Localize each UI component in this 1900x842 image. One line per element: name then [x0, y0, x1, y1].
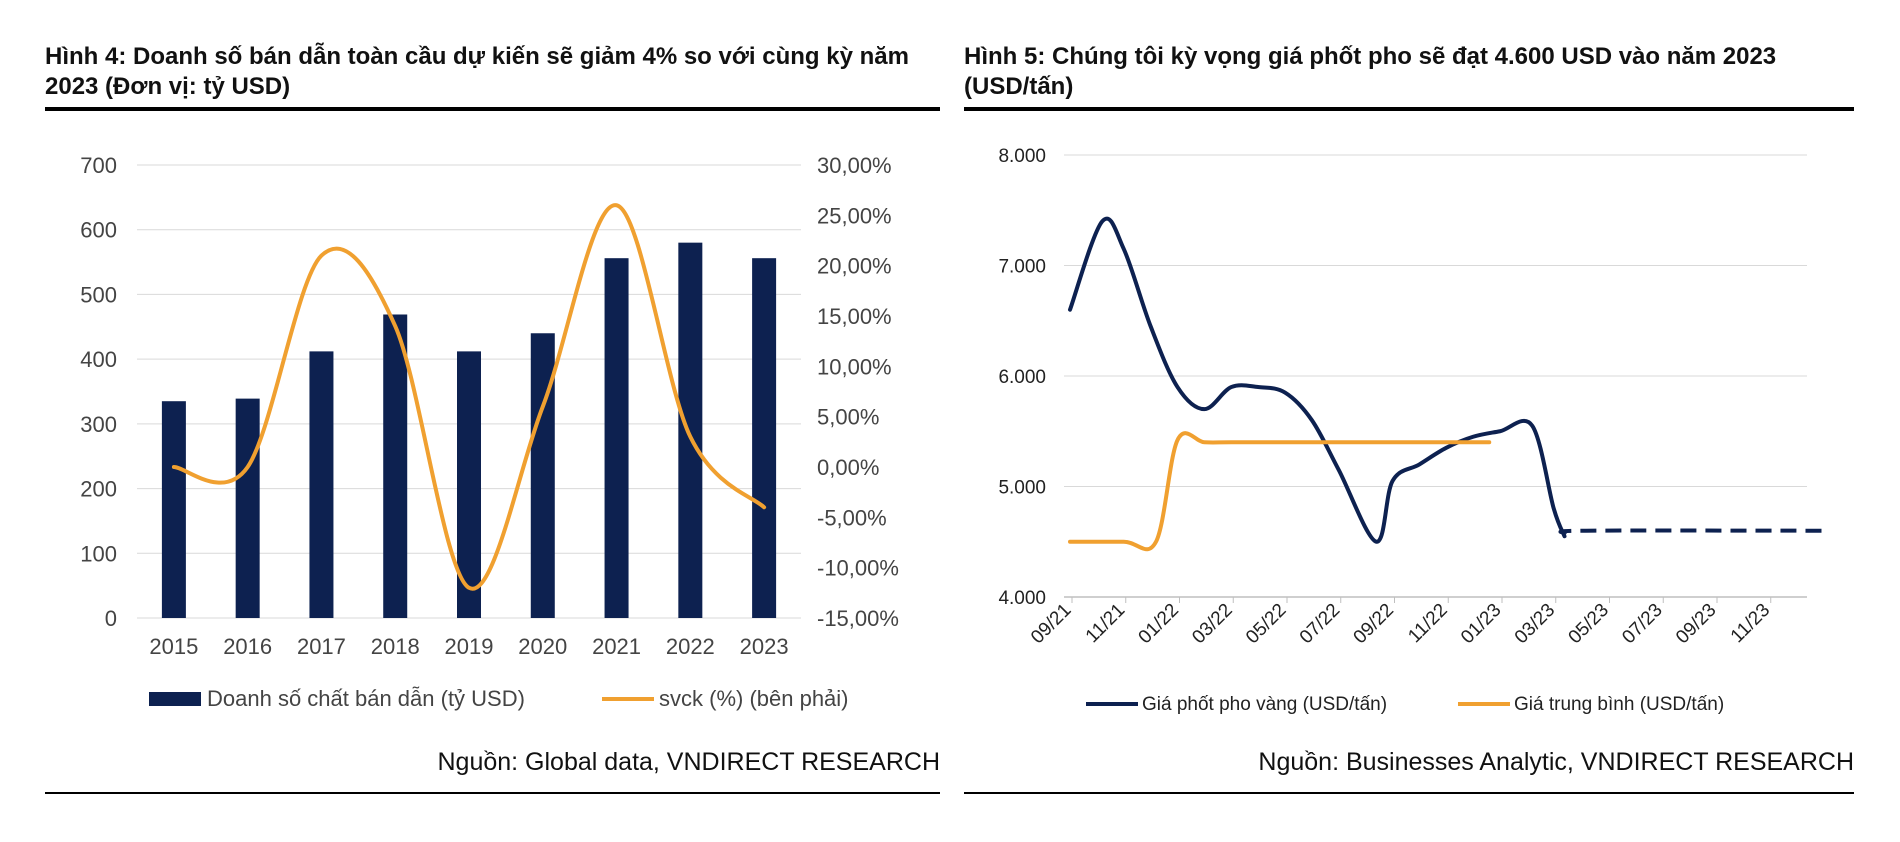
right-axis-tick: 5,00%	[817, 405, 879, 430]
x-axis-tick: 2023	[740, 634, 789, 659]
x-axis-tick: 2016	[223, 634, 272, 659]
right-axis-tick: -10,00%	[817, 556, 899, 581]
semiconductor-chart: 0 100 200 300 400 500 600 700 -15,00% -10,00% -5,0…	[80, 153, 899, 711]
right-axis-tick: 30,00%	[817, 153, 892, 178]
line-average-price	[1068, 431, 1492, 552]
right-axis-tick: 25,00%	[817, 203, 892, 228]
x-axis-tick: 01/23	[1457, 600, 1505, 648]
bar-revenue	[383, 314, 408, 618]
legend-label-average-price: Giá trung bình (USD/tấn)	[1514, 694, 1724, 715]
x-axis-tick: 09/22	[1350, 600, 1398, 648]
x-axis-tick: 2022	[666, 634, 715, 659]
line-yellow-phosphorus	[1068, 216, 1567, 544]
right-axis-tick: 15,00%	[817, 304, 892, 329]
bottom-rule	[964, 792, 1854, 794]
x-axis-tick: 2018	[371, 634, 420, 659]
right-axis-tick: -5,00%	[817, 505, 887, 530]
x-axis-tick: 09/23	[1672, 600, 1720, 648]
bar-revenue	[752, 258, 777, 618]
bottom-rule	[45, 792, 940, 794]
source-note: Nguồn: Businesses Analytic, VNDIRECT RES…	[1258, 748, 1854, 776]
legend-label-yoy: svck (%) (bên phải)	[659, 686, 849, 711]
right-axis-tick: 10,00%	[817, 354, 892, 379]
line-yoy-growth	[171, 203, 767, 591]
title-rule	[964, 107, 1854, 111]
x-axis-tick: 2017	[297, 634, 346, 659]
x-axis-tick: 07/22	[1296, 600, 1344, 648]
y-axis-tick: 5.000	[998, 478, 1046, 499]
bar-revenue	[604, 258, 629, 618]
source-note: Nguồn: Global data, VNDIRECT RESEARCH	[437, 748, 940, 776]
line-yellow-phosphorus-forecast	[1558, 528, 1823, 535]
left-axis-tick: 200	[80, 477, 117, 502]
y-axis-tick: 8.000	[998, 146, 1046, 167]
x-axis-tick: 2021	[592, 634, 641, 659]
x-axis-tick: 2015	[149, 634, 198, 659]
y-axis-tick: 4.000	[998, 588, 1046, 609]
legend-label-yellow-phosphorus: Giá phốt pho vàng (USD/tấn)	[1142, 694, 1387, 715]
bar-revenue	[235, 398, 260, 618]
right-axis-tick: 0,00%	[817, 455, 879, 480]
x-axis-tick: 11/21	[1082, 600, 1129, 647]
x-axis-tick: 01/22	[1135, 600, 1183, 648]
x-axis-tick: 07/23	[1618, 600, 1666, 648]
left-axis-tick: 700	[80, 153, 117, 178]
x-axis-tick: 03/23	[1511, 600, 1559, 648]
left-axis-tick: 100	[80, 541, 117, 566]
chart-title: Hình 5: Chúng tôi kỳ vọng giá phốt pho s…	[964, 43, 1777, 100]
left-axis-tick: 600	[80, 218, 117, 243]
x-axis-tick: 11/23	[1727, 600, 1774, 647]
left-axis-tick: 500	[80, 282, 117, 307]
legend-swatch-revenue	[149, 692, 201, 706]
left-axis-tick: 0	[105, 606, 117, 631]
title-rule	[45, 107, 940, 111]
left-axis-tick: 400	[80, 347, 117, 372]
legend-label-revenue: Doanh số chất bán dẫn (tỷ USD)	[207, 686, 525, 711]
x-axis-tick: 05/23	[1565, 600, 1613, 648]
bar-revenue	[309, 351, 334, 618]
right-axis-tick: 20,00%	[817, 254, 892, 279]
x-axis-tick: 11/22	[1404, 600, 1451, 647]
x-axis-tick: 03/22	[1188, 600, 1236, 648]
bar-revenue	[161, 401, 186, 618]
y-axis-tick: 6.000	[998, 367, 1046, 388]
bar-revenue	[678, 242, 703, 618]
x-axis-tick: 2019	[445, 634, 494, 659]
left-axis-tick: 300	[80, 412, 117, 437]
chart-title: Hình 4: Doanh số bán dẫn toàn cầu dự kiế…	[45, 43, 909, 100]
x-axis-tick: 05/22	[1242, 600, 1290, 648]
y-axis-tick: 7.000	[998, 257, 1046, 278]
right-axis-tick: -15,00%	[817, 606, 899, 631]
x-axis-tick: 2020	[518, 634, 567, 659]
